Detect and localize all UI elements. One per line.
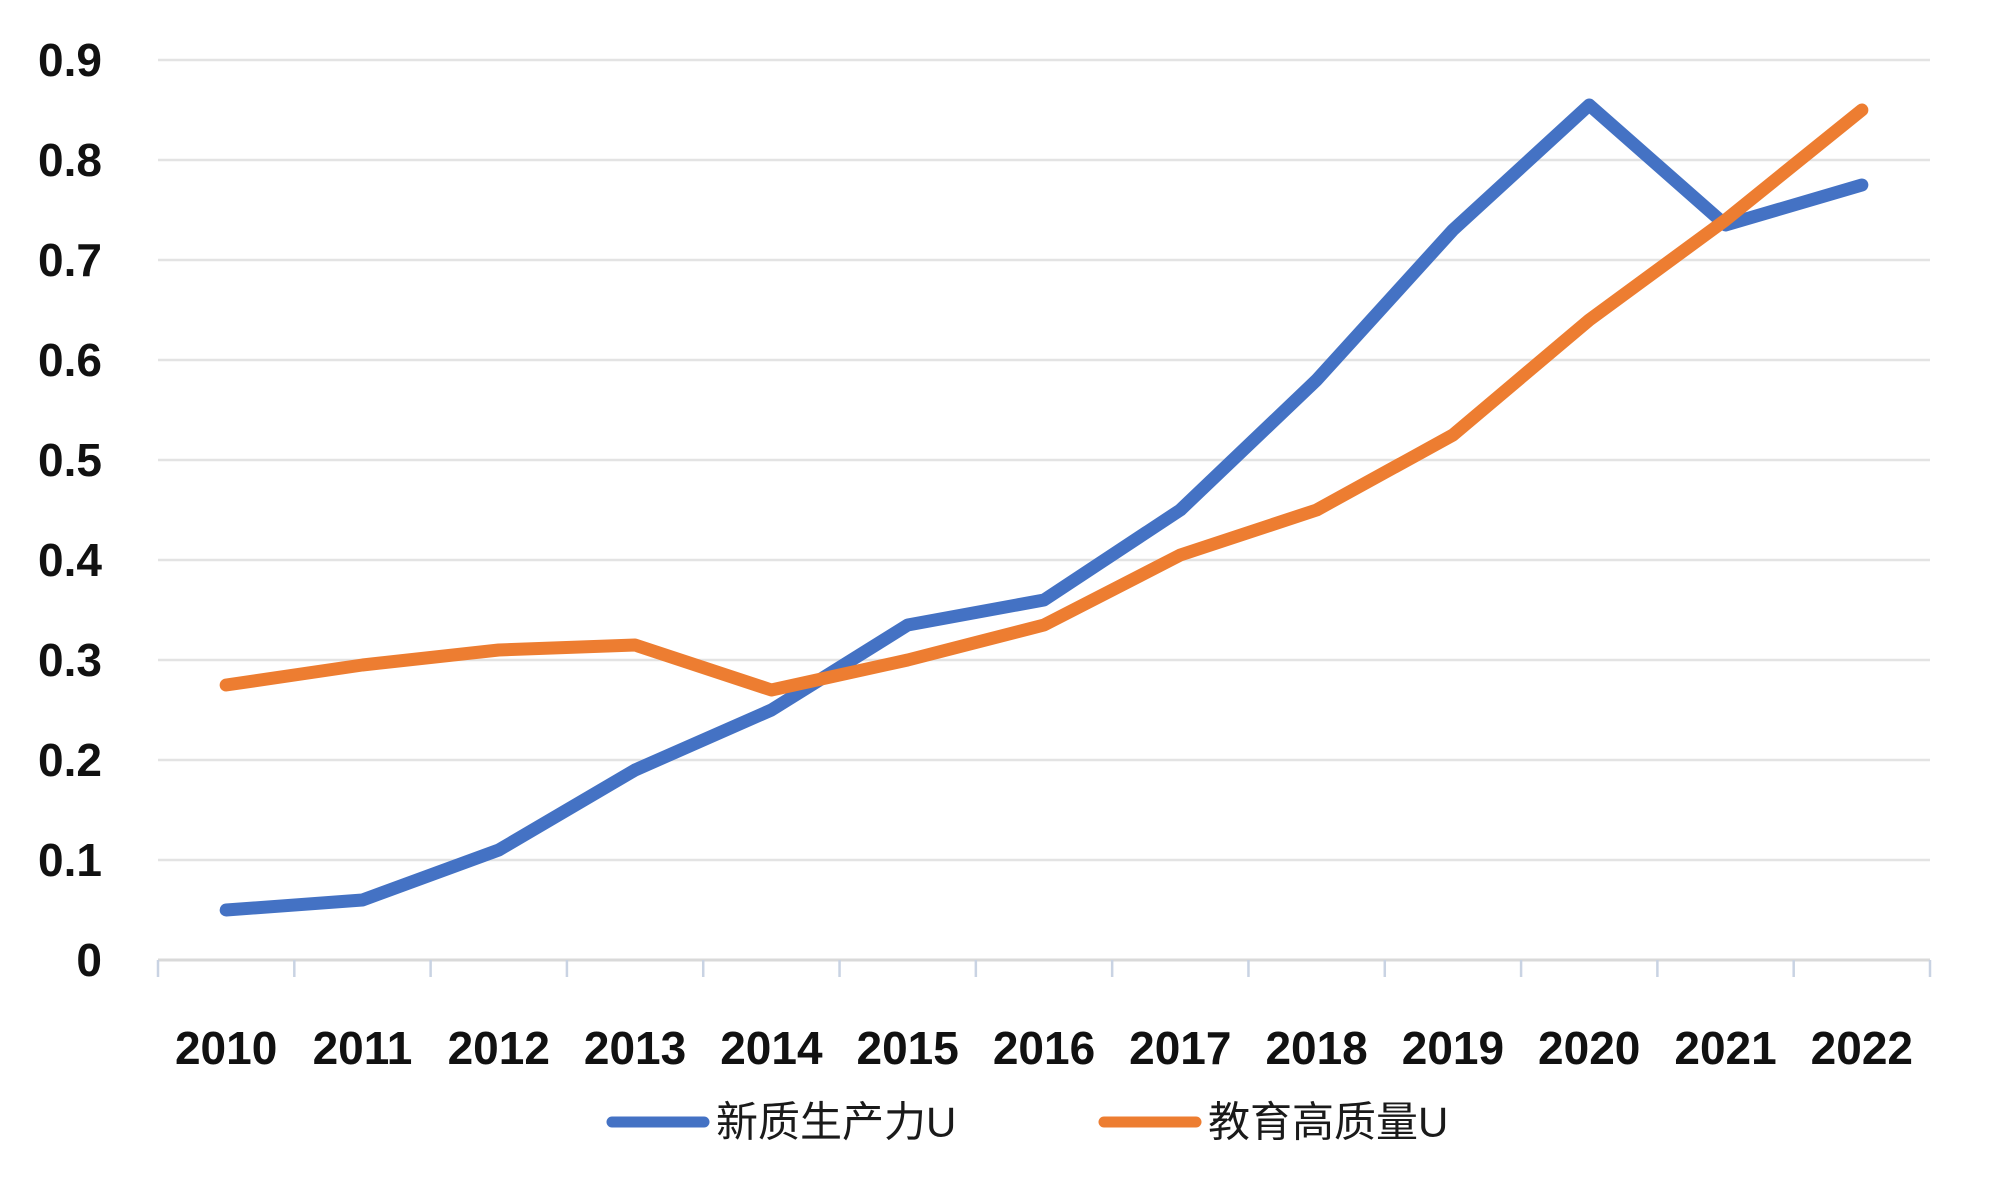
x-axis-label: 2011 bbox=[313, 1022, 413, 1074]
y-axis-label: 0.4 bbox=[38, 534, 102, 586]
gridlines bbox=[158, 58, 1930, 862]
y-axis-label: 0 bbox=[76, 934, 102, 986]
x-axis-label: 2019 bbox=[1402, 1022, 1504, 1074]
y-axis-label: 0.3 bbox=[38, 634, 102, 686]
x-axis-label: 2015 bbox=[857, 1022, 959, 1074]
legend-label-series1: 新质生产力U bbox=[716, 1099, 956, 1146]
x-axis-label: 2012 bbox=[448, 1022, 550, 1074]
x-axis-label: 2022 bbox=[1811, 1022, 1913, 1074]
series-line-1 bbox=[219, 98, 1869, 917]
x-axis-label: 2021 bbox=[1674, 1022, 1776, 1074]
y-axis-label: 0.7 bbox=[38, 234, 102, 286]
series-line-2 bbox=[219, 103, 1869, 697]
y-axis-label: 0.2 bbox=[38, 734, 102, 786]
y-axis-label: 0.5 bbox=[38, 434, 102, 486]
x-axis-label: 2016 bbox=[993, 1022, 1095, 1074]
data-series bbox=[219, 98, 1869, 917]
y-axis-label: 0.9 bbox=[38, 34, 102, 86]
x-axis-label: 2018 bbox=[1265, 1022, 1367, 1074]
x-axis-label: 2010 bbox=[175, 1022, 277, 1074]
y-axis-label: 0.8 bbox=[38, 134, 102, 186]
x-axis-label: 2017 bbox=[1129, 1022, 1231, 1074]
legend: 新质生产力U 教育高质量U bbox=[606, 1099, 1448, 1146]
x-axis-label: 2014 bbox=[720, 1022, 823, 1074]
y-axis-label: 0.6 bbox=[38, 334, 102, 386]
x-axis-labels: 2010 2011 2012 2013 2014 2015 2016 2017 2018 2019… bbox=[175, 1022, 1913, 1074]
x-axis-label: 2020 bbox=[1538, 1022, 1640, 1074]
legend-label-series2: 教育高质量U bbox=[1208, 1099, 1448, 1146]
y-axis-labels: 0 0.1 0.2 0.3 0.4 0.5 0.6 0.7 0.8 0.9 bbox=[38, 34, 102, 986]
x-axis-label: 2013 bbox=[584, 1022, 686, 1074]
y-axis-label: 0.1 bbox=[38, 834, 102, 886]
x-axis bbox=[156, 958, 1932, 977]
